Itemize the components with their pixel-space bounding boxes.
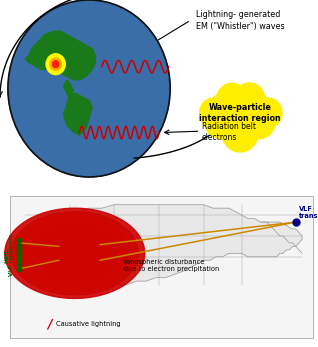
Text: HAIL: HAIL xyxy=(4,247,10,263)
Polygon shape xyxy=(30,222,119,285)
Polygon shape xyxy=(11,212,138,295)
Text: VLF
transmitter: VLF transmitter xyxy=(299,206,318,219)
Polygon shape xyxy=(65,246,85,261)
Circle shape xyxy=(255,98,282,127)
Polygon shape xyxy=(46,232,103,274)
Text: Lightning- generated
EM ("Whistler") waves: Lightning- generated EM ("Whistler") wav… xyxy=(196,10,284,31)
Polygon shape xyxy=(59,242,91,264)
Circle shape xyxy=(238,92,270,127)
Polygon shape xyxy=(64,80,73,97)
Circle shape xyxy=(241,101,276,139)
Text: /: / xyxy=(47,318,52,331)
Circle shape xyxy=(210,92,242,127)
Text: VLF receivers: VLF receivers xyxy=(9,234,14,276)
Circle shape xyxy=(8,0,170,177)
Text: Causative lightning: Causative lightning xyxy=(56,321,120,328)
Text: Radiation belt
electrons: Radiation belt electrons xyxy=(202,122,256,142)
Circle shape xyxy=(52,61,59,68)
Polygon shape xyxy=(5,208,145,298)
Circle shape xyxy=(234,83,265,116)
Polygon shape xyxy=(21,215,129,291)
Bar xyxy=(10,196,313,338)
Polygon shape xyxy=(25,31,95,80)
Circle shape xyxy=(204,101,239,139)
Circle shape xyxy=(50,58,61,70)
Circle shape xyxy=(222,112,259,152)
Polygon shape xyxy=(52,238,97,269)
Polygon shape xyxy=(64,94,92,135)
Circle shape xyxy=(200,98,226,127)
Circle shape xyxy=(217,91,263,141)
Polygon shape xyxy=(38,227,111,279)
Circle shape xyxy=(216,83,248,118)
Text: Wave-particle
interaction region: Wave-particle interaction region xyxy=(199,103,281,123)
Polygon shape xyxy=(25,205,302,285)
Text: Ionospheric disturbance
due to electron precipitation: Ionospheric disturbance due to electron … xyxy=(124,259,219,272)
Circle shape xyxy=(46,54,65,75)
